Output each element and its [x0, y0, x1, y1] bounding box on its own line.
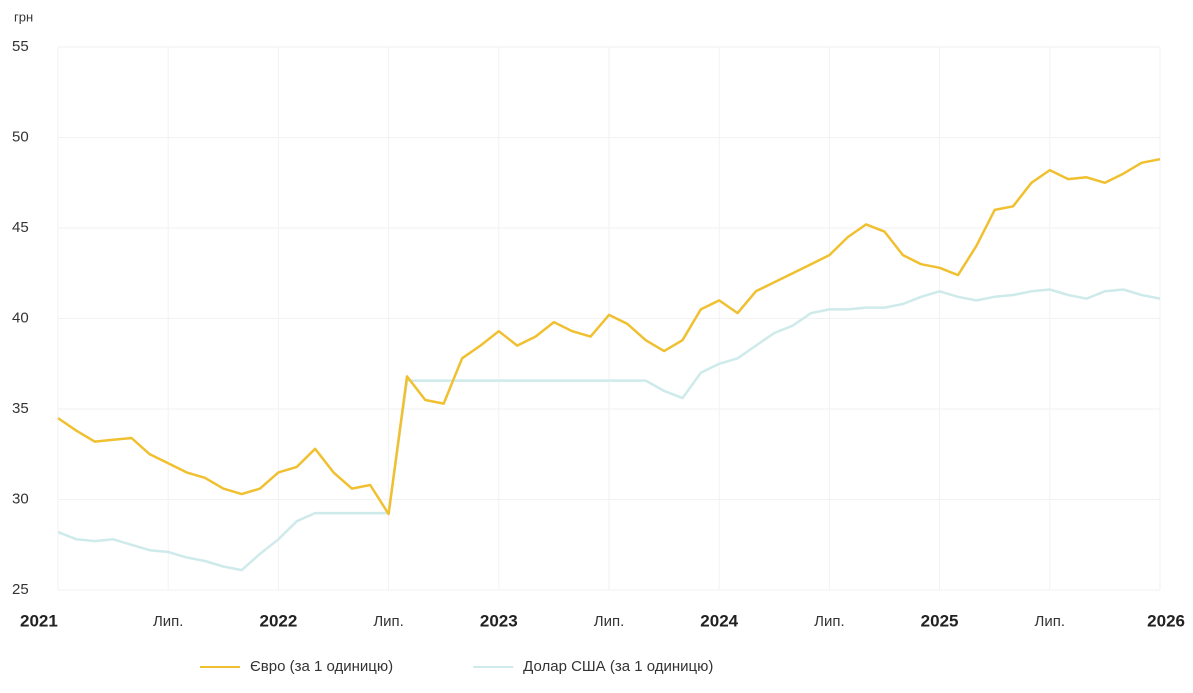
x-tick-label: 2025 [921, 611, 959, 630]
x-tick-label: 2022 [259, 611, 297, 630]
y-tick-label: 55 [12, 38, 29, 55]
series-line [57, 157, 1161, 516]
x-tick-label: 2024 [700, 611, 738, 630]
y-unit: грн [14, 9, 33, 24]
y-tick-label: 50 [12, 128, 29, 145]
x-tick-label: Лип. [1035, 613, 1066, 630]
y-tick-label: 40 [12, 309, 29, 326]
x-tick-label: Лип. [594, 613, 625, 630]
y-tick-label: 45 [12, 219, 29, 236]
y-tick-label: 25 [12, 581, 29, 598]
y-tick-label: 35 [12, 400, 29, 417]
x-tick-label: 2021 [20, 611, 58, 630]
y-tick-label: 30 [12, 490, 29, 507]
series-line [57, 288, 1161, 572]
legend-label: Євро (за 1 одиницю) [250, 658, 393, 675]
x-tick-label: Лип. [373, 613, 404, 630]
x-tick-label: Лип. [153, 613, 184, 630]
x-tick-label: Лип. [814, 613, 845, 630]
legend-label: Долар США (за 1 одиницю) [523, 658, 713, 675]
legend: Євро (за 1 одиницю) Долар США (за 1 одини… [200, 658, 713, 675]
x-tick-label: 2023 [480, 611, 518, 630]
x-tick-label: 2026 [1147, 611, 1185, 630]
